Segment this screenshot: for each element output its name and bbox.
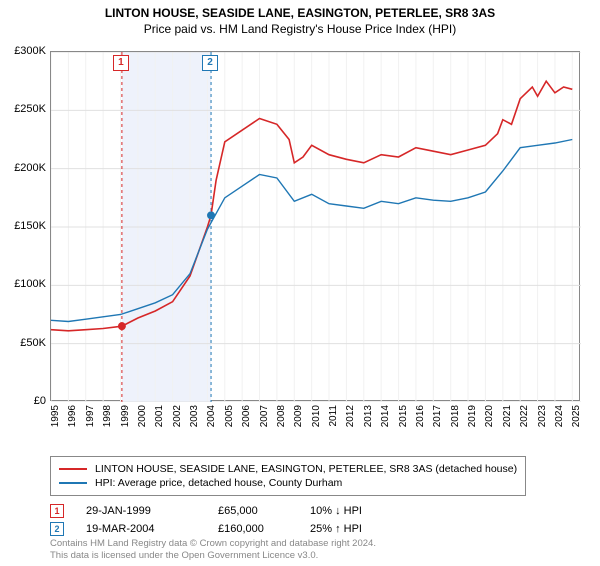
sale-delta-2: 25% ↑ HPI <box>310 523 400 535</box>
xtick-label: 2003 <box>189 405 200 427</box>
sale-delta-1: 10% ↓ HPI <box>310 505 400 517</box>
xtick-label: 2011 <box>328 405 339 427</box>
xtick-label: 2004 <box>206 405 217 427</box>
xtick-label: 2000 <box>137 405 148 427</box>
legend: LINTON HOUSE, SEASIDE LANE, EASINGTON, P… <box>50 456 526 496</box>
xtick-label: 2019 <box>467 405 478 427</box>
xtick-label: 2021 <box>502 405 513 427</box>
ytick-label: £0 <box>2 395 46 407</box>
xtick-label: 2012 <box>345 405 356 427</box>
xtick-label: 2016 <box>415 405 426 427</box>
sale-marker-2: 2 <box>50 522 64 536</box>
xtick-label: 1999 <box>120 405 131 427</box>
ytick-label: £50K <box>2 337 46 349</box>
xtick-label: 1996 <box>67 405 78 427</box>
xtick-label: 2017 <box>432 405 443 427</box>
xtick-label: 2014 <box>380 405 391 427</box>
xtick-label: 2010 <box>311 405 322 427</box>
xtick-label: 2022 <box>519 405 530 427</box>
legend-swatch-property <box>59 468 87 470</box>
legend-row-hpi: HPI: Average price, detached house, Coun… <box>59 477 517 489</box>
xtick-label: 2001 <box>154 405 165 427</box>
sale-date-2: 19-MAR-2004 <box>86 523 196 535</box>
chart-titles: LINTON HOUSE, SEASIDE LANE, EASINGTON, P… <box>0 6 600 36</box>
chart-plot <box>50 51 580 401</box>
ytick-label: £250K <box>2 103 46 115</box>
xtick-label: 2007 <box>259 405 270 427</box>
ytick-label: £150K <box>2 220 46 232</box>
title-sub: Price paid vs. HM Land Registry's House … <box>0 22 600 36</box>
ytick-label: £300K <box>2 45 46 57</box>
xtick-label: 2006 <box>241 405 252 427</box>
xtick-label: 2023 <box>537 405 548 427</box>
footer-line2: This data is licensed under the Open Gov… <box>50 550 376 562</box>
sale-marker-1: 1 <box>50 504 64 518</box>
footer: Contains HM Land Registry data © Crown c… <box>50 538 376 562</box>
xtick-label: 2013 <box>363 405 374 427</box>
legend-swatch-hpi <box>59 482 87 484</box>
chart-svg <box>51 52 581 402</box>
xtick-label: 2024 <box>554 405 565 427</box>
ytick-label: £100K <box>2 278 46 290</box>
xtick-label: 2008 <box>276 405 287 427</box>
xtick-label: 2020 <box>484 405 495 427</box>
legend-row-property: LINTON HOUSE, SEASIDE LANE, EASINGTON, P… <box>59 463 517 475</box>
ytick-label: £200K <box>2 162 46 174</box>
sales-row-2: 2 19-MAR-2004 £160,000 25% ↑ HPI <box>50 522 400 536</box>
sale-marker-box: 2 <box>202 55 218 71</box>
legend-label-hpi: HPI: Average price, detached house, Coun… <box>95 477 342 489</box>
title-main: LINTON HOUSE, SEASIDE LANE, EASINGTON, P… <box>0 6 600 20</box>
xtick-label: 2015 <box>398 405 409 427</box>
sales-row-1: 1 29-JAN-1999 £65,000 10% ↓ HPI <box>50 504 400 518</box>
xtick-label: 2025 <box>571 405 582 427</box>
xtick-label: 2005 <box>224 405 235 427</box>
xtick-label: 2018 <box>450 405 461 427</box>
sale-price-2: £160,000 <box>218 523 288 535</box>
xtick-label: 2009 <box>293 405 304 427</box>
xtick-label: 1995 <box>50 405 61 427</box>
sale-marker-box: 1 <box>113 55 129 71</box>
xtick-label: 1998 <box>102 405 113 427</box>
sales-table: 1 29-JAN-1999 £65,000 10% ↓ HPI 2 19-MAR… <box>50 504 400 540</box>
legend-label-property: LINTON HOUSE, SEASIDE LANE, EASINGTON, P… <box>95 463 517 475</box>
sale-date-1: 29-JAN-1999 <box>86 505 196 517</box>
xtick-label: 2002 <box>172 405 183 427</box>
xtick-label: 1997 <box>85 405 96 427</box>
sale-price-1: £65,000 <box>218 505 288 517</box>
footer-line1: Contains HM Land Registry data © Crown c… <box>50 538 376 550</box>
